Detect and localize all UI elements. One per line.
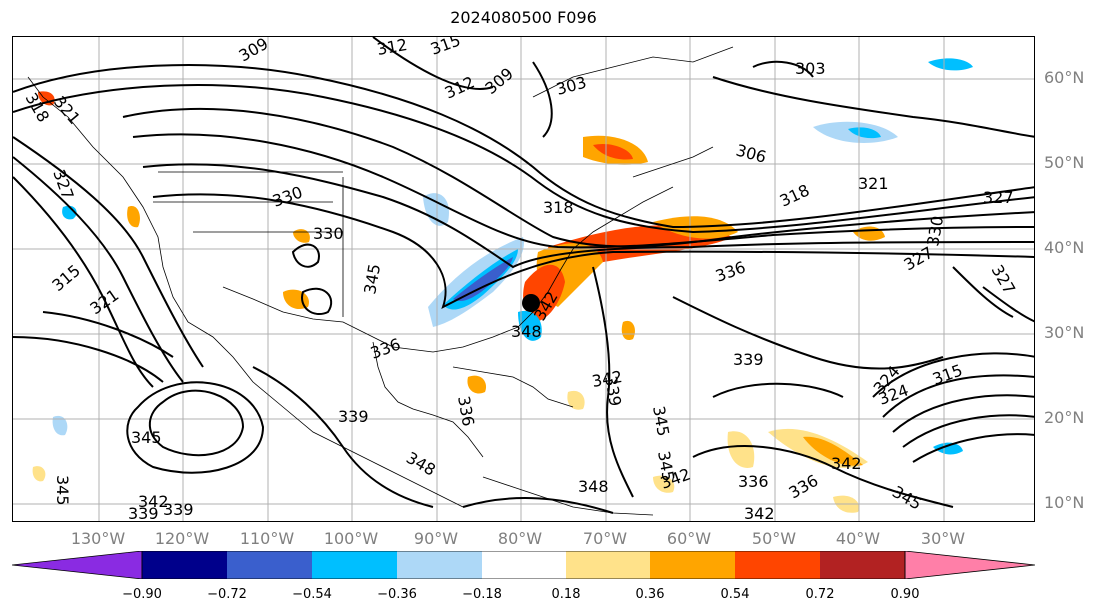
contour-label: 348 (578, 477, 609, 496)
contour-label: 306 (734, 141, 768, 167)
contour-label: 327 (983, 188, 1014, 207)
colorbar-tick: 0.54 (720, 587, 750, 602)
lon-label: 110°W (239, 529, 295, 548)
colorbar-tick: −0.54 (292, 587, 332, 602)
contour-label: 336 (786, 471, 822, 503)
colorbar-tick: 0.18 (551, 587, 581, 602)
contour-label: 345 (360, 262, 384, 295)
colorbar-segment (142, 551, 227, 579)
contour-label: 345 (53, 475, 72, 506)
contour-label: 327 (901, 243, 937, 275)
map-panel[interactable]: 309 312 315 312 309 303 303 306 318 321 … (12, 36, 1035, 522)
contour-label: 327 (49, 167, 77, 202)
contour-label: 336 (738, 472, 769, 491)
contour-label: 336 (368, 334, 403, 362)
contour-label: 309 (236, 37, 272, 65)
lon-label: 30°W (920, 529, 966, 548)
contour-label: 345 (131, 428, 162, 447)
contour-label: 336 (713, 257, 748, 285)
colorbar-tick: 0.36 (635, 587, 665, 602)
lon-label: 60°W (666, 529, 712, 548)
contour-label: 321 (50, 92, 84, 128)
lon-label: 100°W (323, 529, 379, 548)
contour-label: 321 (858, 174, 889, 193)
lat-label: 60°N (1044, 68, 1085, 87)
graticule (13, 37, 1034, 521)
contour-label: 303 (795, 59, 826, 78)
contour-label: 315 (48, 261, 84, 295)
contour-label: 312 (442, 72, 478, 102)
colorbar-segment (566, 551, 650, 579)
lon-label: 80°W (497, 529, 543, 548)
lat-label: 20°N (1044, 408, 1085, 427)
contour-label: 339 (163, 500, 194, 519)
lat-label: 10°N (1044, 493, 1085, 512)
colorbar-segment (820, 551, 905, 579)
contour-lines (13, 37, 1034, 514)
contour-label: 303 (554, 73, 588, 99)
colorbar-tick: −0.36 (377, 587, 417, 602)
colorbar-segment (312, 551, 397, 579)
lon-label: 50°W (751, 529, 797, 548)
colorbar-segment (735, 551, 820, 579)
contour-label: 342 (831, 454, 862, 473)
contour-label: 348 (511, 322, 542, 341)
colorbar-segment (397, 551, 482, 579)
lat-label: 40°N (1044, 238, 1085, 257)
shading-layer (32, 58, 973, 513)
coastlines (27, 46, 734, 516)
lat-label: 50°N (1044, 153, 1085, 172)
contour-label: 342 (138, 492, 169, 511)
contour-label: 315 (428, 37, 463, 59)
lat-label: 30°N (1044, 323, 1085, 342)
contour-label: 327 (988, 262, 1020, 298)
colorbar-tick: −0.72 (207, 587, 247, 602)
contour-label: 330 (270, 182, 305, 210)
lon-label: 40°W (835, 529, 881, 548)
map-title: 2024080500 F096 (450, 8, 597, 27)
colorbar-tick: −0.90 (122, 587, 162, 602)
contour-label: 309 (481, 64, 517, 98)
contour-label: 342 (744, 504, 775, 522)
colorbar-tick: 0.72 (805, 587, 835, 602)
contour-label: 312 (375, 37, 408, 59)
contour-label: 318 (543, 198, 574, 217)
colorbar-tick: 0.90 (890, 587, 920, 602)
contour-label: 348 (403, 448, 439, 480)
contour-label: 330 (313, 224, 344, 243)
lon-label: 70°W (582, 529, 628, 548)
lon-label: 120°W (154, 529, 210, 548)
contour-label: 339 (338, 407, 369, 426)
lon-label: 130°W (70, 529, 126, 548)
map-canvas: 309 312 315 312 309 303 303 306 318 321 … (13, 37, 1034, 522)
colorbar-extend-high (904, 551, 1035, 579)
colorbar (12, 551, 1035, 579)
contour-label: 336 (454, 394, 478, 427)
colorbar-tick: −0.18 (462, 587, 502, 602)
colorbar-segment (482, 551, 566, 579)
colorbar-extend-low (12, 551, 143, 579)
colorbar-segment (650, 551, 735, 579)
contour-label: 345 (889, 482, 925, 514)
contour-label: 339 (733, 350, 764, 369)
lon-label: 90°W (413, 529, 459, 548)
storm-center-marker (522, 294, 540, 312)
colorbar-segment (227, 551, 312, 579)
contour-label: 315 (930, 360, 965, 388)
contour-label: 318 (777, 180, 813, 210)
contour-label: 339 (128, 504, 159, 522)
contour-label: 345 (649, 404, 673, 437)
contour-label: 321 (86, 285, 122, 318)
